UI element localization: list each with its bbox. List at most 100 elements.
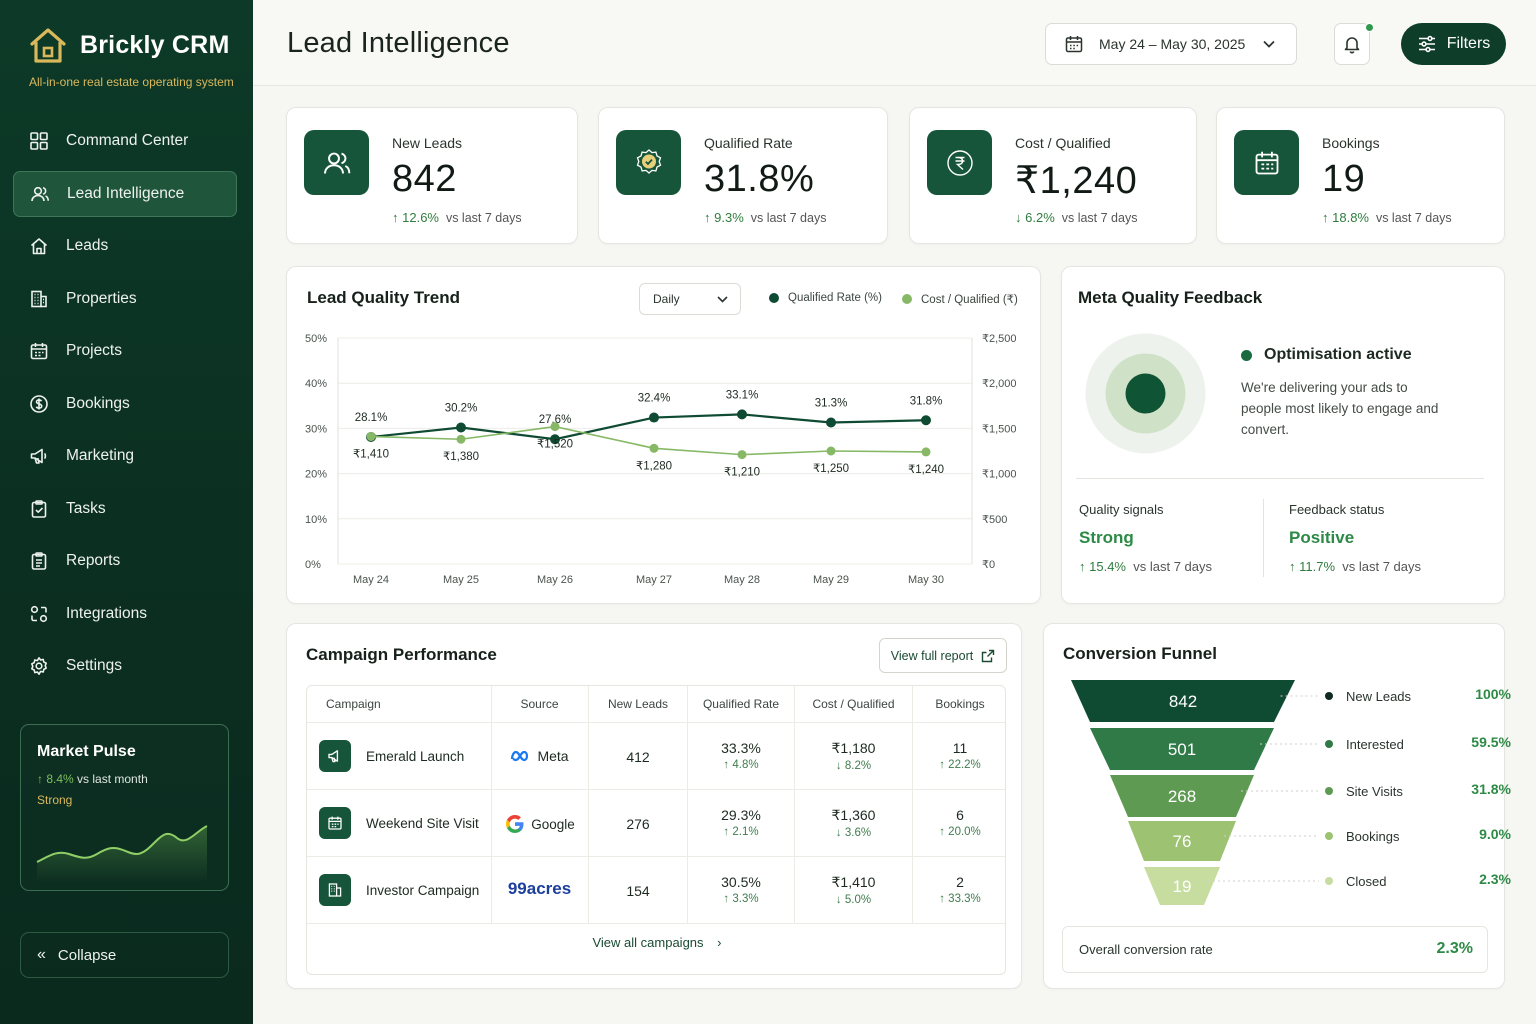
market-pulse-card[interactable]: Market Pulse ↑ 8.4% vs last month Strong bbox=[20, 724, 229, 891]
bookings-delta: ↑ 33.3% bbox=[913, 893, 1005, 905]
divider bbox=[1076, 478, 1484, 479]
column-divider bbox=[687, 686, 688, 924]
date-range-value: May 24 – May 30, 2025 bbox=[1099, 36, 1246, 52]
kpi-delta-suffix: vs last 7 days bbox=[445, 211, 522, 225]
chevron-right-icon: › bbox=[717, 935, 722, 950]
sidebar-item-command-center[interactable]: Command Center bbox=[13, 118, 237, 164]
period-select[interactable]: Daily bbox=[639, 283, 741, 315]
sidebar-item-integrations[interactable]: Integrations bbox=[13, 591, 237, 637]
funnel-stage[interactable] bbox=[1090, 728, 1274, 770]
collapse-button[interactable]: « Collapse bbox=[20, 932, 229, 978]
table-row[interactable]: Weekend Site Visit Google 276 29.3% ↑ 2.1… bbox=[307, 790, 1005, 857]
sidebar-item-marketing[interactable]: Marketing bbox=[13, 433, 237, 479]
sidebar-item-settings[interactable]: Settings bbox=[13, 643, 237, 689]
sidebar-nav: Command Center Lead Intelligence Leads P… bbox=[13, 118, 237, 696]
kpi-delta-suffix: vs last 7 days bbox=[1375, 211, 1452, 225]
legend-dot bbox=[1325, 692, 1333, 700]
sidebar-item-projects[interactable]: Projects bbox=[13, 328, 237, 374]
delta-suffix: vs last 7 days bbox=[1342, 559, 1422, 574]
x-tick-label: May 28 bbox=[724, 574, 760, 586]
market-pulse-delta: ↑ 8.4% vs last month bbox=[37, 772, 212, 786]
table-row[interactable]: Emerald Launch Meta 412 33.3% ↑ 4.8% ₹1,1… bbox=[307, 723, 1005, 790]
kpi-card-cost-qualified[interactable]: Cost / Qualified ₹1,240 ↓ 6.2% vs last 7… bbox=[909, 107, 1197, 244]
qualified-rate-value: 29.3% bbox=[721, 807, 761, 823]
funnel-stage-pct: 2.3% bbox=[1479, 871, 1511, 887]
filters-button[interactable]: Filters bbox=[1401, 23, 1506, 65]
y-tick-label-right: ₹2,000 bbox=[982, 378, 1017, 390]
column-divider bbox=[912, 686, 913, 924]
campaign-table: Campaign Source New Leads Qualified Rate… bbox=[306, 685, 1006, 975]
cost-qualified-point bbox=[456, 434, 466, 444]
card-title: Campaign Performance bbox=[306, 645, 497, 664]
funnel-chart: 842 501 268 76 19 bbox=[1071, 680, 1319, 905]
funnel-stage-label: Closed bbox=[1346, 874, 1387, 889]
funnel-stage-pct: 59.5% bbox=[1471, 734, 1511, 750]
cost-qualified-point bbox=[550, 422, 560, 432]
megaphone-icon bbox=[319, 740, 351, 772]
funnel-stage[interactable] bbox=[1128, 821, 1236, 861]
kpi-card-new-leads[interactable]: New Leads 842 ↑ 12.6% vs last 7 days bbox=[286, 107, 578, 244]
optimisation-status-label: Optimisation active bbox=[1264, 346, 1412, 363]
funnel-stage-value: 19 bbox=[1173, 877, 1192, 896]
legend-dot bbox=[902, 294, 912, 304]
view-all-campaigns-label: View all campaigns bbox=[592, 935, 704, 950]
notifications-button[interactable] bbox=[1334, 23, 1374, 65]
calendar-icon bbox=[29, 341, 49, 361]
grid-icon bbox=[29, 131, 49, 151]
source-cell: Google bbox=[491, 813, 588, 835]
view-full-report-button[interactable]: View full report bbox=[879, 638, 1007, 673]
qualified-rate-point bbox=[649, 412, 659, 423]
sidebar-item-leads[interactable]: Leads bbox=[13, 223, 237, 269]
kpi-card-bookings[interactable]: Bookings 19 ↑ 18.8% vs last 7 days bbox=[1216, 107, 1505, 244]
check-badge-icon bbox=[616, 130, 681, 195]
divider bbox=[1263, 499, 1264, 577]
campaign-name: Investor Campaign bbox=[366, 883, 480, 898]
sidebar-item-reports[interactable]: Reports bbox=[13, 538, 237, 584]
funnel-stage-label: Site Visits bbox=[1346, 784, 1403, 799]
kpi-label: Cost / Qualified bbox=[1015, 135, 1111, 151]
qualified-rate-delta-value: 3.3% bbox=[732, 893, 759, 905]
funnel-stage-value: 76 bbox=[1173, 832, 1192, 851]
cost-qualified-value: ₹1,410 bbox=[831, 874, 876, 890]
cost-qualified-point bbox=[649, 443, 659, 453]
arrow-up-icon: ↑ bbox=[723, 826, 733, 838]
optimisation-description: We're delivering your ads to people most… bbox=[1241, 380, 1439, 437]
table-row[interactable]: Investor Campaign 99acres 154 30.5% ↑ 3.3… bbox=[307, 857, 1005, 924]
market-pulse-title: Market Pulse bbox=[37, 743, 136, 760]
y-tick-label-left: 10% bbox=[305, 514, 327, 526]
date-range-picker[interactable]: May 24 – May 30, 2025 bbox=[1045, 23, 1297, 65]
new-leads-cell: 154 bbox=[626, 883, 650, 899]
qualified-rate-label: 32.4% bbox=[638, 393, 671, 405]
funnel-stage[interactable] bbox=[1144, 867, 1220, 905]
view-all-campaigns-link[interactable]: View all campaigns › bbox=[307, 935, 1005, 950]
sidebar-item-tasks[interactable]: Tasks bbox=[13, 486, 237, 532]
calendar-icon bbox=[1065, 36, 1083, 53]
funnel-stage-value: 842 bbox=[1169, 692, 1197, 711]
notification-dot bbox=[1365, 23, 1374, 32]
kpi-delta-value: 6.2% bbox=[1025, 210, 1055, 225]
kpi-card-qualified-rate[interactable]: Qualified Rate 31.8% ↑ 9.3% vs last 7 da… bbox=[598, 107, 888, 244]
campaign-name: Weekend Site Visit bbox=[366, 816, 479, 831]
y-tick-label-left: 40% bbox=[305, 378, 327, 390]
bell-icon bbox=[1344, 37, 1360, 54]
brand[interactable]: Brickly CRM bbox=[28, 26, 229, 64]
qualified-rate-value: 30.5% bbox=[721, 874, 761, 890]
x-tick-label: May 30 bbox=[908, 574, 944, 586]
cost-qualified-label: ₹1,280 bbox=[636, 460, 672, 472]
qualified-rate-cell: 30.5% ↑ 3.3% bbox=[688, 874, 794, 905]
column-header: Cost / Qualified bbox=[812, 697, 895, 711]
column-header: Campaign bbox=[326, 697, 381, 711]
market-pulse-delta-value: 8.4% bbox=[46, 772, 74, 786]
quality-signals-label: Quality signals bbox=[1079, 502, 1164, 517]
funnel-stage-pct: 100% bbox=[1475, 686, 1511, 702]
sidebar: Brickly CRM All-in-one real estate opera… bbox=[0, 0, 253, 1024]
market-pulse-sparkline bbox=[36, 825, 208, 882]
sidebar-item-lead-intelligence[interactable]: Lead Intelligence bbox=[13, 170, 237, 217]
funnel-stage[interactable] bbox=[1071, 680, 1295, 722]
sidebar-item-properties[interactable]: Properties bbox=[13, 276, 237, 322]
sidebar-item-bookings[interactable]: Bookings bbox=[13, 381, 237, 427]
kpi-delta: ↓ 6.2% vs last 7 days bbox=[1015, 210, 1137, 225]
column-header: Bookings bbox=[935, 697, 985, 711]
sidebar-item-label: Integrations bbox=[66, 604, 147, 622]
funnel-stage[interactable] bbox=[1110, 775, 1254, 817]
